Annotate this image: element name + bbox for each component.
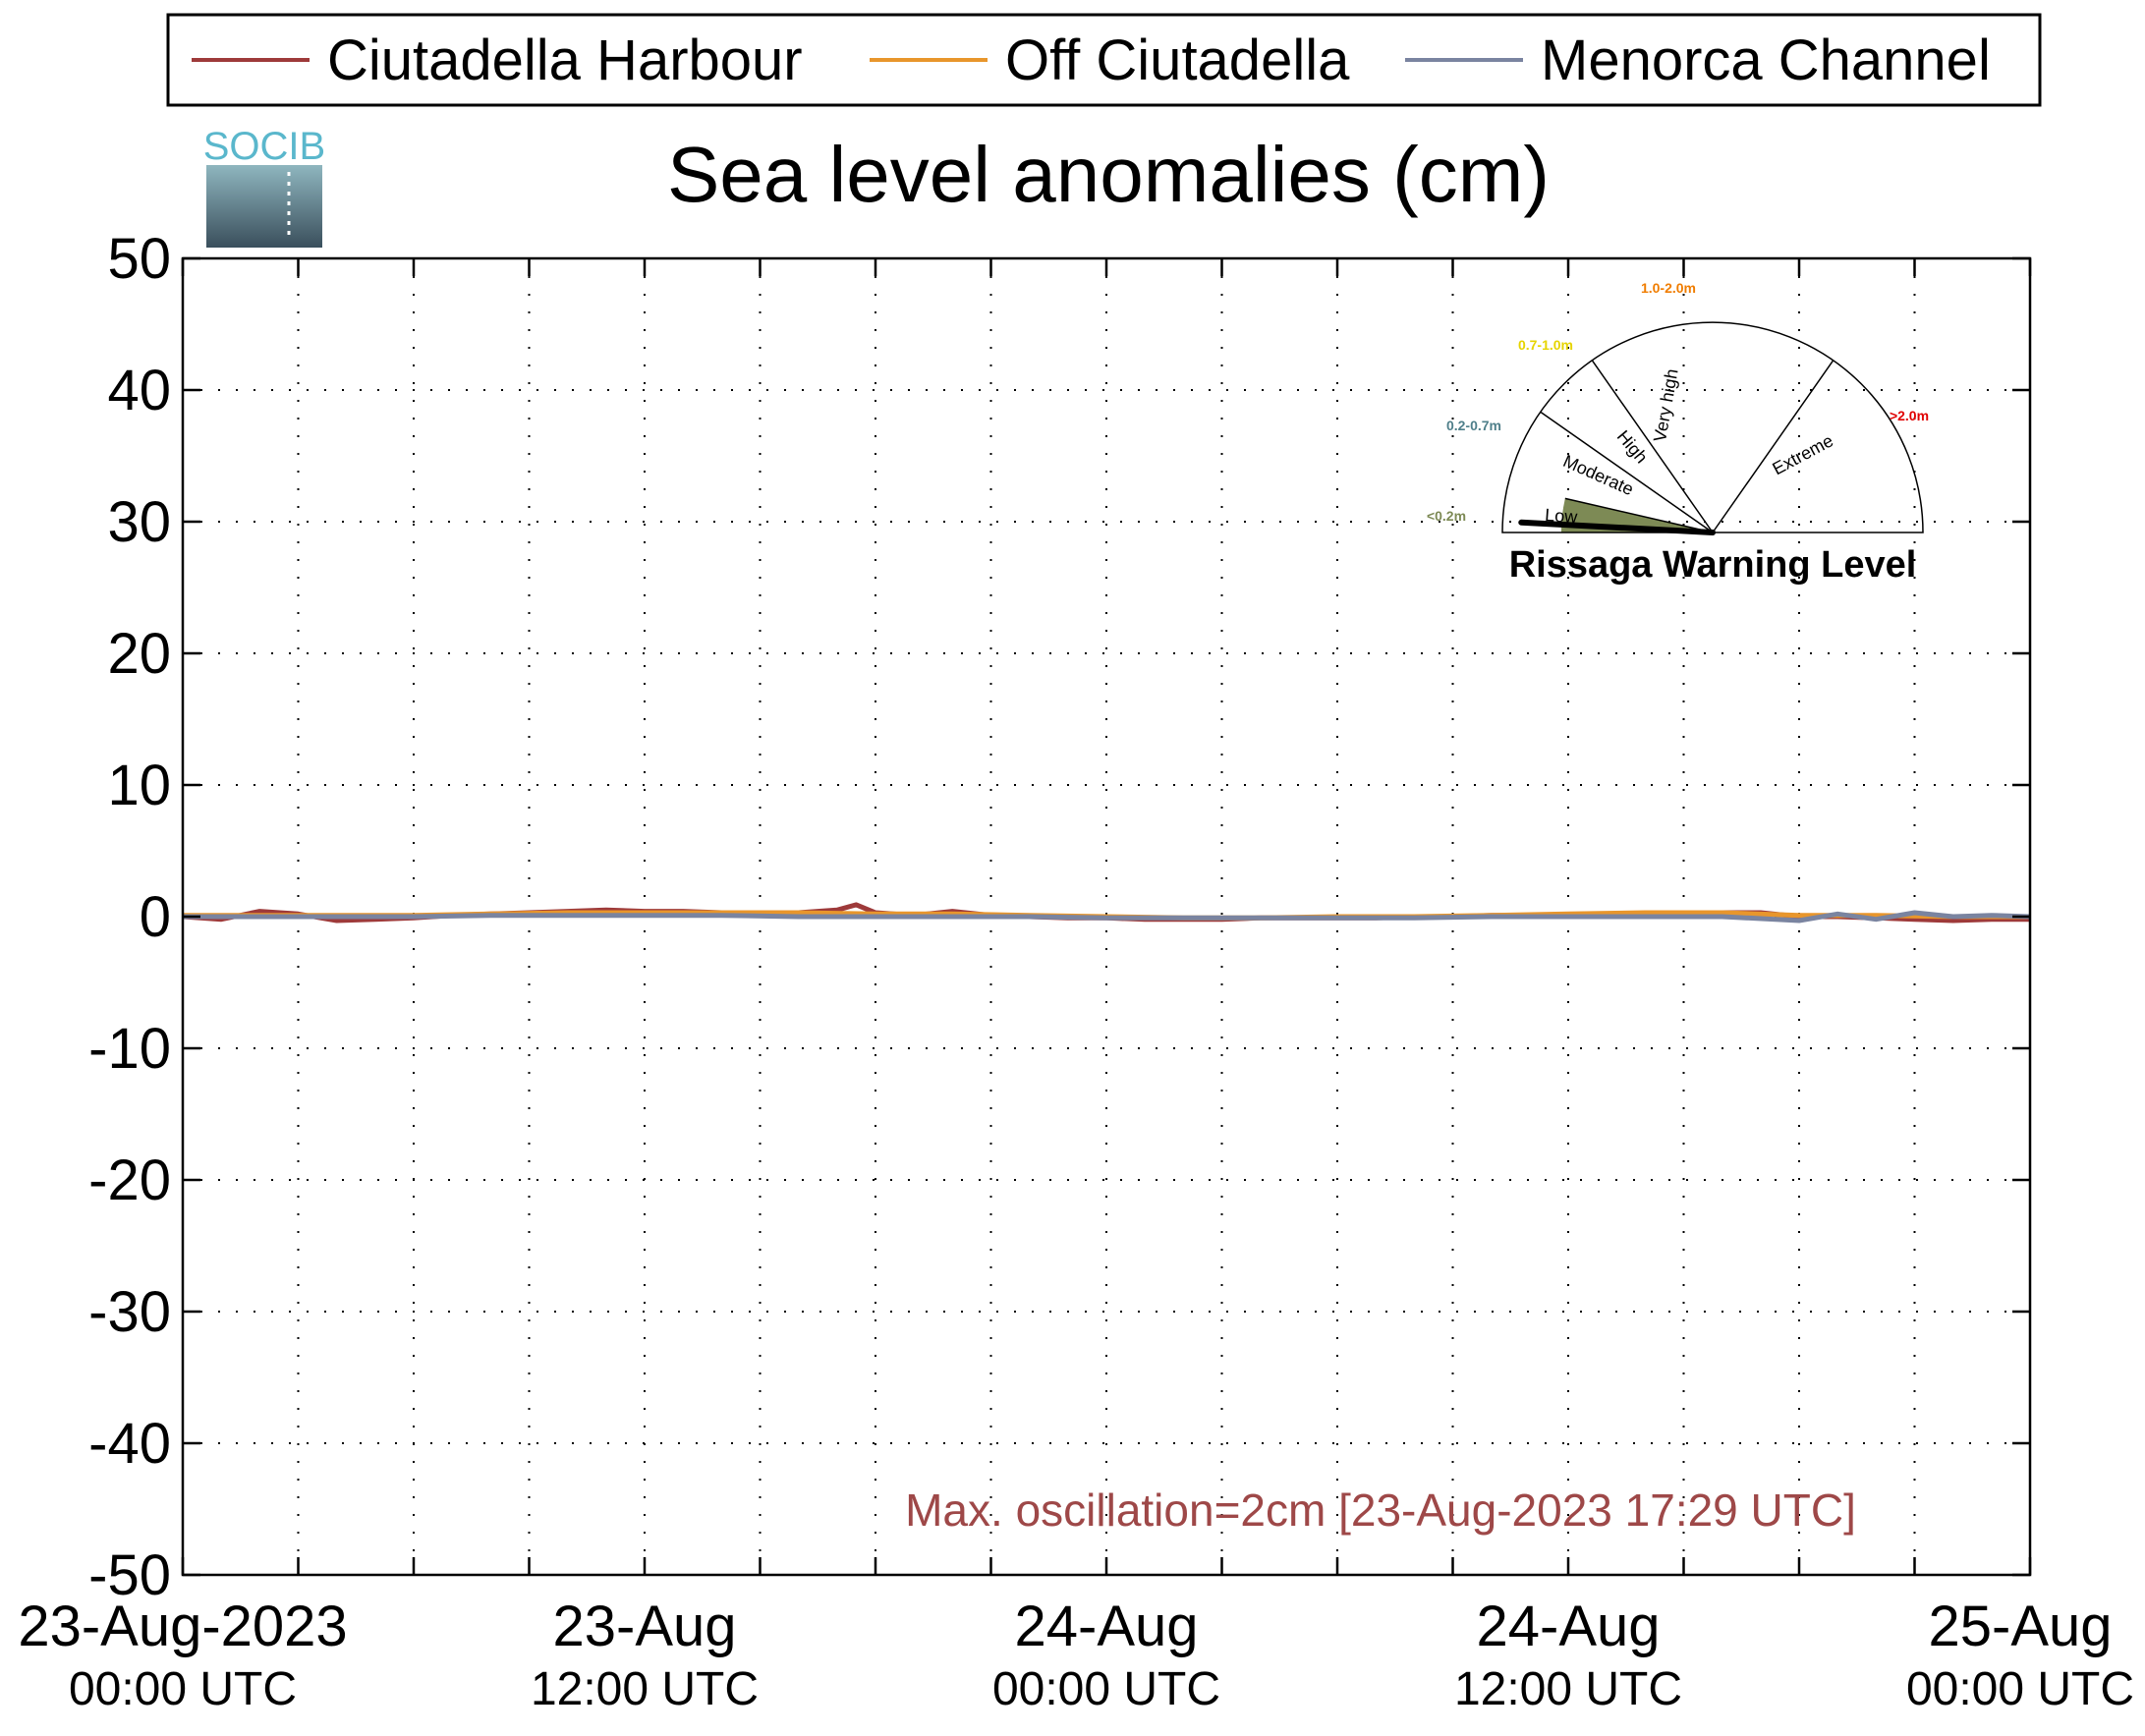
x-tick-date-label: 25-Aug	[1928, 1595, 2112, 1658]
legend-label: Menorca Channel	[1541, 28, 1991, 92]
gauge-range-label: 0.2-0.7m	[1446, 418, 1501, 433]
gauge-range-label: 1.0-2.0m	[1641, 280, 1696, 296]
legend-label: Ciutadella Harbour	[327, 28, 803, 92]
x-tick-date-label: 23-Aug	[552, 1595, 736, 1658]
x-tick-time-label: 12:00 UTC	[1454, 1663, 1682, 1715]
gauge-divider	[1591, 360, 1714, 533]
x-tick-date-label: 23-Aug-2023	[18, 1595, 347, 1658]
series-line	[183, 910, 2031, 924]
gauge-outline	[1501, 321, 1924, 533]
logo-block	[206, 165, 322, 248]
gauge-divider	[1564, 497, 1714, 533]
y-axis: 50 40 30 20 10 0 -10 -20 -30 -40 -50	[88, 227, 2030, 1607]
logo-text: SOCIB	[203, 125, 325, 168]
legend-label: Off Ciutadella	[1005, 28, 1350, 92]
x-tick-time-label: 00:00 UTC	[69, 1663, 297, 1715]
x-tick-time-label: 00:00 UTC	[992, 1663, 1220, 1715]
legend-box	[166, 13, 2042, 107]
gauge-divider	[1712, 360, 1835, 533]
y-tick-label: 40	[107, 359, 171, 422]
y-tick-label: 10	[107, 754, 171, 817]
gauge-segment-label: High	[1613, 426, 1652, 467]
socib-logo: SOCIB	[203, 125, 325, 248]
y-tick-label: 30	[107, 490, 171, 554]
x-tick-date-label: 24-Aug	[1476, 1595, 1660, 1658]
gauge-range-label: >2.0m	[1890, 408, 1929, 423]
gauge-segment-label: Very high	[1650, 367, 1682, 443]
y-tick-label: -30	[88, 1280, 171, 1344]
x-tick-time-label: 12:00 UTC	[531, 1663, 759, 1715]
grid	[183, 258, 2030, 1575]
gauge-title: Rissaga Warning Level	[1509, 544, 1917, 586]
gauge-divider	[1540, 411, 1714, 533]
x-tick-time-label: 00:00 UTC	[1906, 1663, 2134, 1715]
x-tick-date-label: 24-Aug	[1014, 1595, 1198, 1658]
gauge-needle	[1518, 519, 1716, 535]
y-tick-label: -20	[88, 1148, 171, 1212]
y-tick-label: -40	[88, 1412, 171, 1476]
y-tick-label: 20	[107, 622, 171, 686]
max-oscillation-note: Max. oscillation=2cm [23-Aug-2023 17:29 …	[905, 1484, 1856, 1536]
gauge-range-label: 0.7-1.0m	[1518, 337, 1573, 353]
gauge-segment-label: Moderate	[1560, 451, 1637, 499]
legend: Ciutadella Harbour Off Ciutadella Menorca …	[166, 13, 2042, 107]
y-tick-label: 50	[107, 227, 171, 291]
y-tick-label: -10	[88, 1017, 171, 1081]
chart-title: Sea level anomalies (cm)	[667, 131, 1550, 218]
series-layer	[182, 902, 2031, 924]
y-tick-label: 0	[140, 885, 171, 949]
gauge-range-label: <0.2m	[1427, 508, 1466, 524]
y-tick-label: -50	[88, 1543, 171, 1607]
